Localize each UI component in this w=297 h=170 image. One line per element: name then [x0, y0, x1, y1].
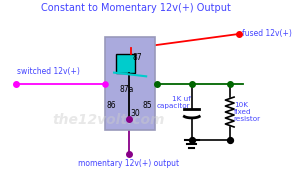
Text: 86: 86: [106, 100, 116, 109]
Point: [126, 152, 131, 155]
Point: [126, 118, 131, 121]
Point: [237, 33, 241, 35]
Bar: [105, 37, 155, 130]
Text: Constant to Momentary 12v(+) Output: Constant to Momentary 12v(+) Output: [41, 3, 231, 13]
Bar: [116, 54, 135, 73]
Text: 87: 87: [132, 53, 142, 62]
Text: 87a: 87a: [119, 86, 133, 94]
Point: [228, 139, 232, 142]
Text: 10K
fixed
resistor: 10K fixed resistor: [234, 102, 261, 122]
Point: [13, 82, 18, 85]
Text: fused 12v(+): fused 12v(+): [242, 29, 292, 38]
Text: the12volt.com: the12volt.com: [53, 113, 165, 127]
Point: [189, 82, 194, 85]
Point: [154, 82, 159, 85]
Point: [103, 82, 108, 85]
Point: [228, 82, 232, 85]
Text: switched 12v(+): switched 12v(+): [17, 67, 80, 76]
Point: [189, 139, 194, 142]
Text: 85: 85: [142, 100, 152, 109]
Text: momentary 12v(+) output: momentary 12v(+) output: [78, 159, 179, 168]
Text: 30: 30: [131, 109, 140, 118]
Text: 1K uf
capacitor: 1K uf capacitor: [157, 96, 190, 109]
